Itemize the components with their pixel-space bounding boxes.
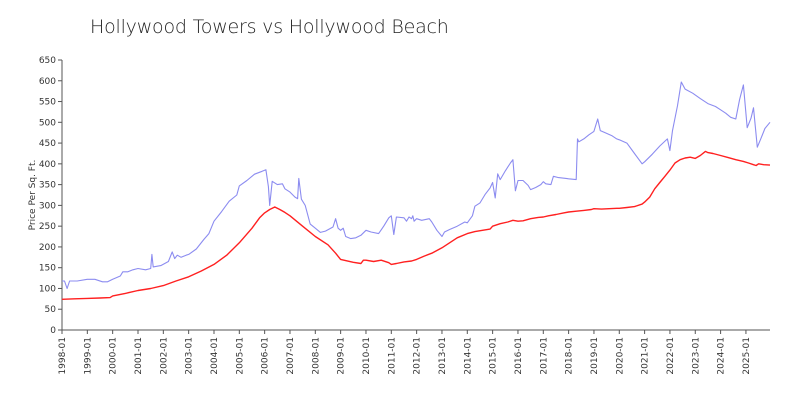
y-tick-label: 500 bbox=[39, 118, 56, 128]
x-tick-label: 1998-01 bbox=[58, 337, 68, 375]
x-tick-label: 2001-01 bbox=[134, 337, 144, 375]
x-tick-label: 2020-01 bbox=[615, 337, 625, 375]
y-tick-label: 350 bbox=[39, 181, 56, 191]
y-tick-label: 550 bbox=[39, 98, 56, 108]
y-tick-label: 0 bbox=[50, 326, 56, 336]
x-tick-label: 2023-01 bbox=[691, 337, 701, 375]
x-tick-label: 2014-01 bbox=[463, 337, 473, 375]
x-tick-label: 2022-01 bbox=[666, 337, 676, 375]
x-tick-label: 2007-01 bbox=[286, 337, 296, 375]
y-tick-label: 650 bbox=[39, 56, 56, 66]
x-tick-label: 2006-01 bbox=[261, 337, 271, 375]
x-tick-label: 2015-01 bbox=[489, 337, 499, 375]
x-tick-label: 2002-01 bbox=[159, 337, 169, 375]
y-tick-label: 100 bbox=[39, 284, 56, 294]
chart-title: Hollywood Towers vs Hollywood Beach bbox=[90, 16, 449, 38]
y-tick-label: 450 bbox=[39, 139, 56, 149]
series-line-hollywood-beach bbox=[61, 150, 771, 300]
x-tick-label: 2019-01 bbox=[590, 337, 600, 375]
x-tick-label: 2009-01 bbox=[337, 337, 347, 375]
y-axis-label: Price Per Sq. Ft. bbox=[28, 160, 38, 231]
x-tick-label: 2010-01 bbox=[362, 337, 372, 375]
x-tick-label: 2021-01 bbox=[641, 337, 651, 375]
x-tick-label: 2011-01 bbox=[387, 337, 397, 375]
y-tick-label: 400 bbox=[39, 160, 56, 170]
x-tick-label: 2005-01 bbox=[235, 337, 245, 375]
x-tick-label: 2012-01 bbox=[413, 337, 423, 375]
series-line-hollywood-towers bbox=[62, 81, 771, 290]
x-tick-label: 2017-01 bbox=[539, 337, 549, 375]
y-tick-label: 150 bbox=[39, 264, 56, 274]
axes: 0 50 100 150 200 250 300 350 400 450 500 550 600 650 1… bbox=[39, 56, 770, 375]
x-tick-label: 2018-01 bbox=[565, 337, 575, 375]
x-tick-label: 2000-01 bbox=[109, 337, 119, 375]
x-tick-label: 2013-01 bbox=[438, 337, 448, 375]
y-tick-label: 50 bbox=[45, 305, 57, 315]
x-tick-label: 2008-01 bbox=[311, 337, 321, 375]
y-tick-label: 200 bbox=[39, 243, 56, 253]
x-tick-label: 2004-01 bbox=[210, 337, 220, 375]
x-tick-label: 2024-01 bbox=[717, 337, 727, 375]
y-tick-label: 600 bbox=[39, 77, 56, 87]
plot-lines bbox=[61, 81, 771, 300]
x-tick-label: 2016-01 bbox=[514, 337, 524, 375]
x-tick-label: 2003-01 bbox=[185, 337, 195, 375]
y-tick-label: 300 bbox=[39, 201, 56, 211]
x-tick-label: 2025-01 bbox=[742, 337, 752, 375]
x-tick-label: 1999-01 bbox=[83, 337, 93, 375]
y-tick-label: 250 bbox=[39, 222, 56, 232]
